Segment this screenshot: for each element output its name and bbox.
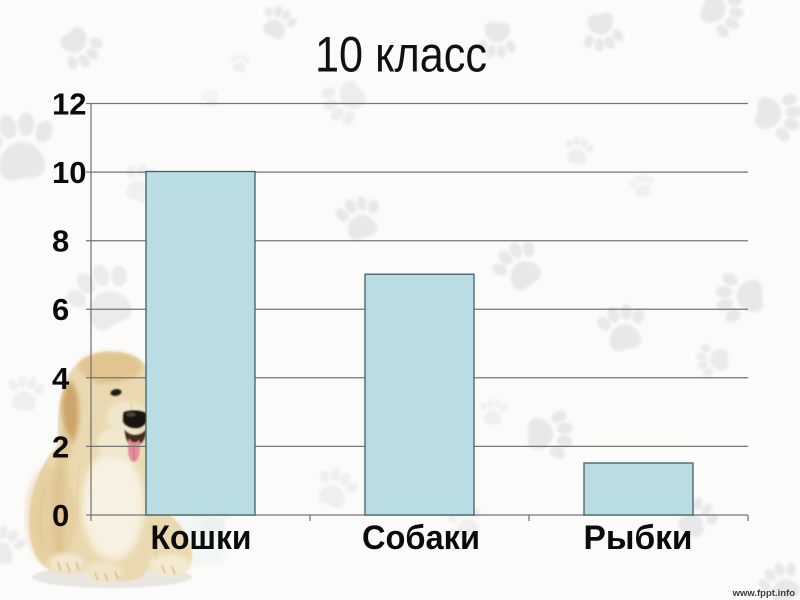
svg-text:8: 8: [52, 224, 69, 259]
svg-text:Кошки: Кошки: [151, 519, 252, 557]
svg-text:Собаки: Собаки: [362, 519, 480, 557]
svg-text:4: 4: [52, 361, 70, 396]
svg-text:12: 12: [52, 87, 86, 122]
svg-text:0: 0: [52, 498, 69, 533]
svg-text:www.fppt.info: www.fppt.info: [732, 588, 796, 599]
svg-text:2: 2: [52, 429, 69, 464]
svg-text:6: 6: [52, 292, 69, 327]
svg-text:Рыбки: Рыбки: [584, 519, 693, 557]
svg-text:10 класс: 10 класс: [315, 27, 487, 83]
svg-text:10: 10: [52, 155, 86, 190]
